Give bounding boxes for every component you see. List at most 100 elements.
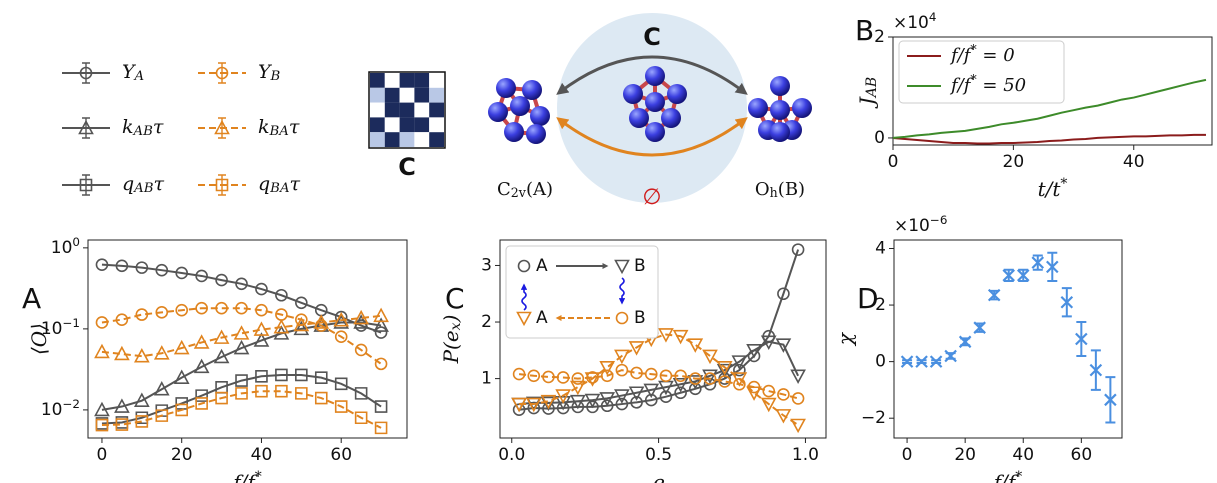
text-part: t/t [1038, 177, 1062, 201]
x-axis-label: t/t* [1038, 176, 1068, 201]
text-part: 10 [51, 238, 73, 258]
legend-label: B [634, 256, 646, 276]
atom [770, 122, 790, 142]
text-part: ) [439, 315, 463, 324]
text-part: C [398, 153, 416, 181]
text-part: x [448, 322, 464, 330]
scale-label: ×104 [893, 10, 936, 33]
matrix-cell [370, 103, 385, 118]
y-axis-label: JAB [855, 77, 881, 109]
legend-label: kBAτ [258, 116, 300, 139]
text-part: τ [153, 116, 164, 138]
legend-label: A [536, 308, 548, 328]
matrix-cell [414, 132, 429, 147]
matrix-cell [370, 117, 385, 132]
text-part: B [634, 256, 646, 276]
text-part: A [536, 256, 548, 276]
text-part: τ [289, 116, 300, 138]
text-part: 20 [954, 445, 976, 465]
legend-label: qABτ [122, 173, 165, 196]
y-tick-label: 10−2 [41, 397, 80, 420]
text-part: τ [154, 173, 165, 195]
marker [916, 356, 927, 367]
text-part: * [1015, 469, 1022, 483]
series-line [893, 135, 1206, 144]
text-part: B [855, 14, 874, 47]
text-part: O [755, 179, 770, 200]
atom [792, 98, 812, 118]
y-tick-label: 4 [875, 238, 886, 258]
matrix-cell [370, 88, 385, 103]
x-tick-label: 40 [251, 445, 273, 465]
text-part: −2 [62, 397, 80, 411]
matrix-cell [429, 117, 444, 132]
text-part: 0 [874, 128, 885, 148]
panel-letter: B [855, 14, 874, 47]
text-part: 2v [511, 185, 527, 200]
matrix-cell [385, 88, 400, 103]
arrow-bottom-label: ∅ [642, 185, 661, 210]
atom [629, 108, 649, 128]
text-part: AB [132, 181, 154, 196]
panel-letter: A [22, 282, 41, 315]
text-part: k [122, 116, 134, 138]
y-axis-label: P(ex) [439, 315, 465, 365]
text-part: * [255, 469, 262, 483]
page: {"schematic": {"matrix_label": "C", "arr… [0, 0, 1217, 483]
left-state-label: C2v(A) [497, 179, 553, 200]
atom [748, 98, 768, 118]
text-part: ∅ [642, 185, 661, 210]
matrix-cell [385, 117, 400, 132]
text-part: 0 [902, 445, 913, 465]
marker [792, 370, 805, 382]
text-part: (A) [526, 179, 553, 200]
text-part: 4 [875, 238, 886, 258]
matrix-cell [400, 103, 415, 118]
y-axis-label: χ [833, 331, 857, 347]
right-state-label: Oh(B) [755, 179, 805, 200]
y-tick-label: 3 [481, 255, 492, 275]
atom [645, 122, 665, 142]
text-part: ⟨O⟩ [27, 323, 51, 355]
x-tick-label: 40 [1123, 152, 1145, 172]
matrix-label: C [398, 153, 416, 181]
matrix-cell [414, 73, 429, 88]
text-part: 0 [875, 352, 886, 372]
x-tick-label: 40 [1012, 445, 1034, 465]
text-part: * [1060, 176, 1067, 192]
legend-label: YA [122, 61, 144, 84]
text-part: P(e [439, 330, 463, 364]
atom [667, 84, 687, 104]
text-part: = 50 [977, 75, 1026, 96]
text-part: 20 [171, 445, 193, 465]
atom [522, 80, 542, 100]
arrow-top-label: C [643, 23, 661, 51]
text-part: 0.0 [498, 445, 525, 465]
matrix-cell [400, 88, 415, 103]
marker [902, 356, 913, 367]
text-part: ×10 [893, 13, 929, 33]
atom [530, 106, 550, 126]
y-axis-label: ⟨O⟩ [27, 323, 51, 355]
x-axis-label: f/f* [231, 469, 262, 483]
legend-label: f/f* = 50 [949, 72, 1026, 96]
text-part: = 0 [977, 45, 1015, 66]
atom [496, 78, 516, 98]
matrix-cell [414, 103, 429, 118]
y-tick-label: 2 [875, 295, 886, 315]
text-part: q [258, 173, 270, 195]
y-tick-label: −2 [861, 408, 886, 428]
text-part: 60 [330, 445, 352, 465]
matrix-cell [414, 88, 429, 103]
text-part: 60 [1071, 445, 1093, 465]
matrix-cell [429, 103, 444, 118]
text-part: C [643, 23, 661, 51]
atom [661, 108, 681, 128]
matrix-cell [385, 103, 400, 118]
text-part: AB [132, 124, 154, 139]
text-part: 2 [875, 295, 886, 315]
atom [623, 84, 643, 104]
atom [770, 100, 790, 120]
x-tick-label: 20 [171, 445, 193, 465]
legend-label: B [634, 308, 646, 328]
